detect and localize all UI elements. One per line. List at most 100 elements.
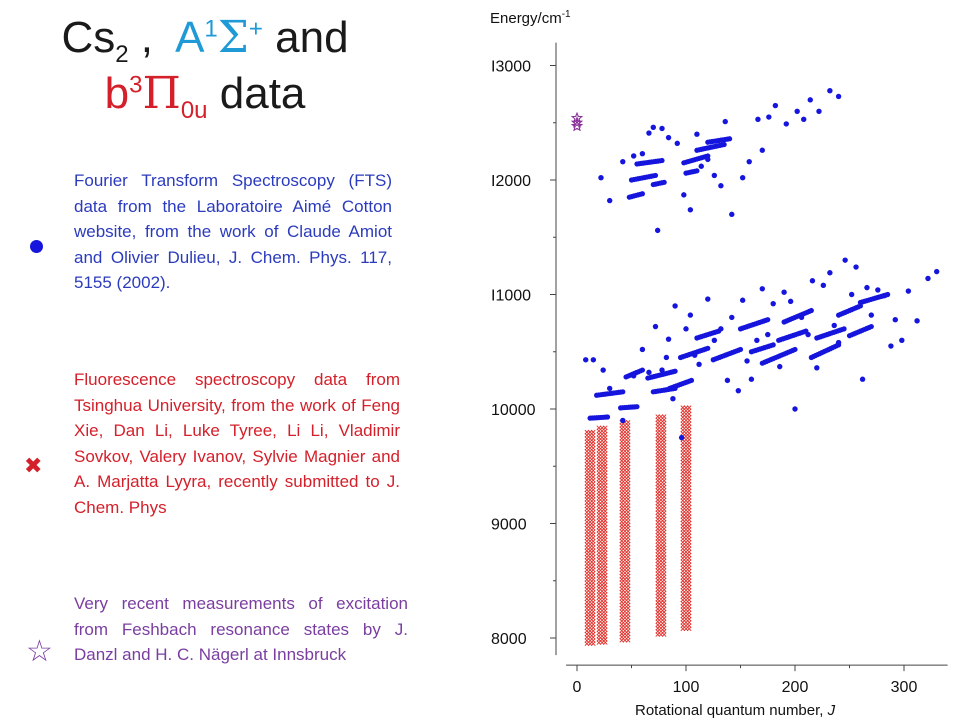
fts-point [770, 342, 776, 348]
x-tick-label: 300 [891, 679, 918, 696]
fts-point [674, 140, 680, 147]
fluorescence-column [680, 405, 692, 632]
fts-lower-band [737, 317, 771, 332]
fts-point [766, 114, 772, 120]
fts-point [868, 312, 874, 318]
x-axis-label: Rotational quantum number, J [635, 702, 836, 719]
fts-point [639, 367, 645, 373]
energy-vs-rotational-chart: Energy/cm-1 Rotational quantum number, J… [490, 9, 948, 719]
fts-point [748, 376, 755, 382]
fts-lower-band [808, 342, 842, 361]
fts-upper-band [626, 191, 645, 200]
title-state-b-symbol: Π [142, 68, 181, 119]
fts-point [737, 346, 744, 353]
fts-point [652, 172, 659, 179]
y-tick-label: I1000 [491, 288, 531, 305]
chart-axes: 8000 9000 10000 I1000 I2000 I3000 0 100 200 300 [491, 42, 948, 696]
fts-upper-band [650, 179, 667, 188]
title-state-a-symbol: Σ [217, 12, 249, 63]
fts-lower-band [587, 414, 611, 421]
fts-point [665, 336, 672, 342]
fts-point [934, 268, 940, 275]
fts-point [607, 385, 613, 392]
fts-description: Fourier Transform Spectroscopy (FTS) dat… [74, 171, 392, 292]
fts-dot-marker [30, 240, 43, 253]
fts-point [827, 270, 833, 276]
fts-point [620, 158, 626, 165]
fts-point [705, 345, 711, 351]
fts-point [925, 275, 931, 282]
fts-lower-band [645, 368, 678, 381]
title-state-b-letter: b [104, 69, 130, 118]
fts-point [881, 292, 888, 299]
fluorescence-column [655, 414, 667, 637]
fts-lower-band [748, 342, 776, 355]
fts-point [654, 227, 661, 234]
fts-point [678, 434, 685, 441]
fts-point [672, 368, 678, 374]
fts-upper-band [683, 168, 700, 176]
fts-point [583, 357, 589, 363]
fts-point [729, 211, 735, 218]
fts-point [807, 97, 813, 103]
fts-point [659, 367, 665, 373]
title-line-1: Cs2 , A1Σ+ and [30, 10, 380, 66]
fts-point [729, 314, 735, 321]
fts-point [809, 278, 816, 284]
fts-point [842, 257, 848, 263]
title-state-a-multiplicity: 1 [204, 15, 218, 43]
fts-point [848, 291, 855, 298]
fts-point [681, 192, 687, 198]
fts-point [835, 93, 842, 100]
fts-point [770, 300, 776, 307]
y-tick-label: I3000 [491, 59, 531, 76]
fts-lower-band [710, 346, 744, 363]
y-tick-label: I2000 [491, 173, 531, 190]
fts-point [705, 296, 711, 302]
fluorescence-series [584, 405, 692, 647]
fts-lower-band [836, 303, 863, 318]
title-state-a-letter: A [175, 13, 205, 62]
fts-point [718, 183, 724, 189]
fts-point [696, 361, 702, 368]
y-tick-label: 8000 [491, 631, 527, 648]
fts-point [646, 130, 652, 136]
fts-point [888, 343, 894, 349]
fts-point [759, 147, 765, 153]
fluorescence-cross-marker: ✖ [24, 453, 43, 478]
fts-point [831, 322, 837, 329]
fts-lower-band [694, 328, 722, 341]
fluorescence-point [686, 405, 692, 410]
title-molecule: Cs [61, 13, 116, 62]
fts-lower-band [759, 346, 798, 366]
fts-point [705, 156, 711, 163]
fts-point [759, 286, 765, 292]
fluorescence-column [584, 429, 596, 647]
fluorescence-point [602, 425, 608, 431]
y-axis-label-base: Energy/cm [490, 10, 562, 27]
fts-point [841, 326, 847, 332]
title-molecule-subscript: 2 [115, 40, 129, 68]
fts-point [711, 172, 718, 179]
fts-point [792, 346, 798, 353]
fts-point [650, 124, 656, 131]
fts-point [905, 288, 912, 294]
x-tick-label: 200 [782, 679, 809, 696]
fts-point [590, 357, 597, 363]
fts-point [663, 354, 670, 361]
x-tick-label: 0 [573, 679, 582, 696]
fts-point [687, 207, 694, 213]
feshbach-series [570, 111, 584, 132]
fts-point [739, 175, 746, 181]
fts-lower-band [781, 307, 814, 325]
fts-lower-band [594, 389, 626, 398]
fts-lower-band [814, 326, 847, 341]
fts-point [772, 102, 779, 109]
fts-point [659, 125, 665, 132]
fts-point [801, 116, 807, 123]
fts-upper-band [634, 157, 665, 167]
fts-point [659, 157, 665, 164]
fts-point [814, 365, 820, 371]
fluorescence-point [590, 429, 596, 435]
title-state-b-subscript: 0u [180, 96, 208, 124]
